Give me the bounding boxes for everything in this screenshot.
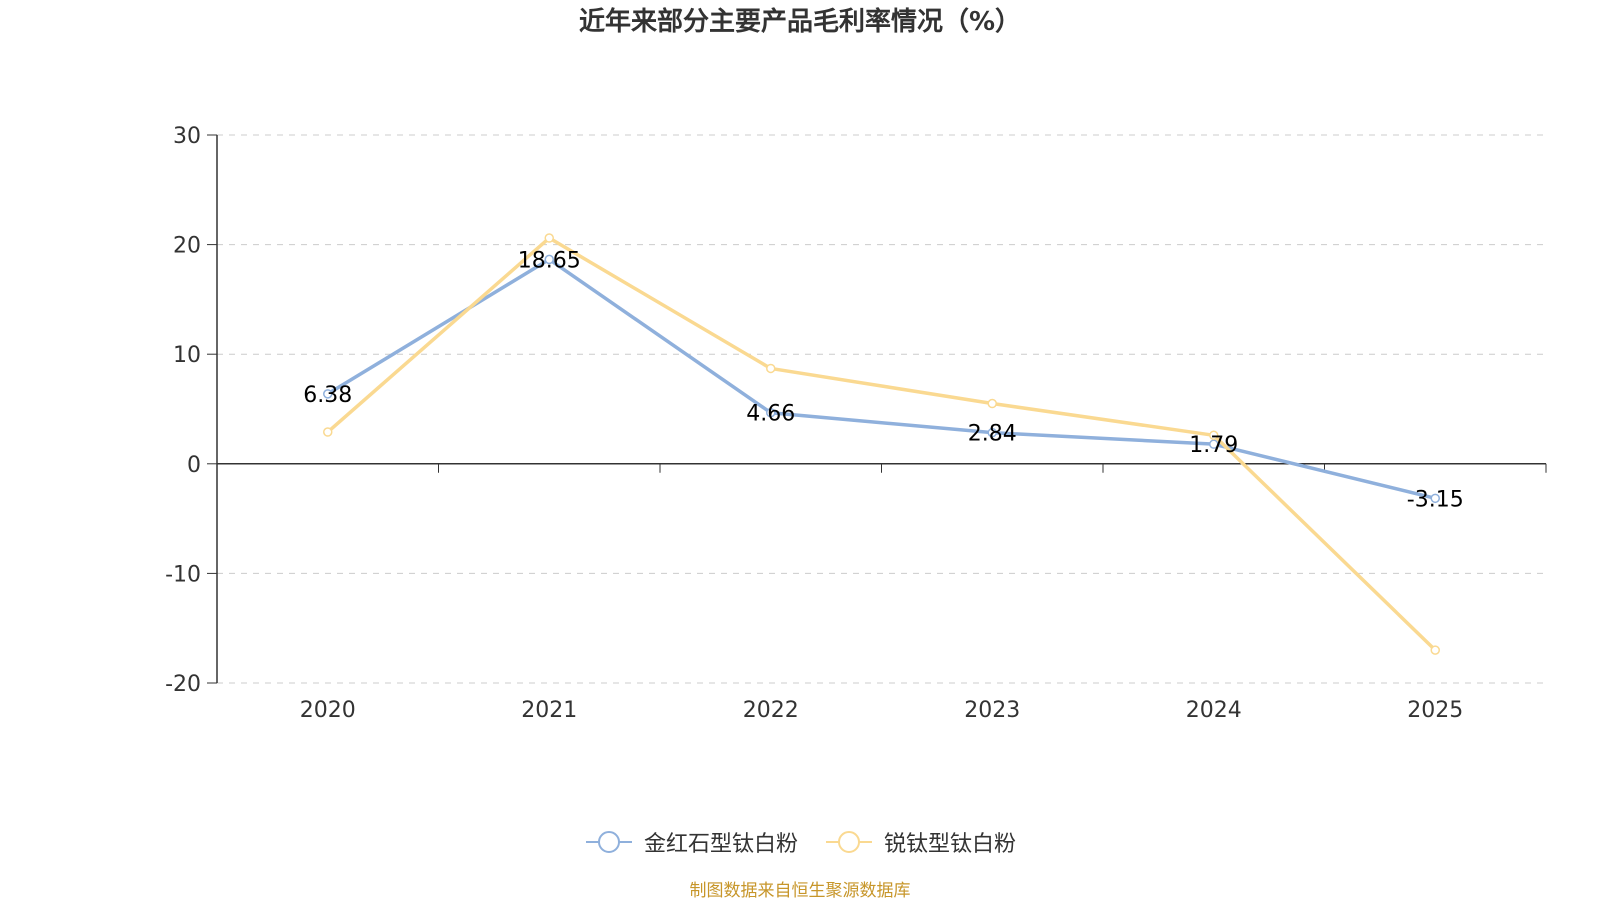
data-label-series-1-2024: 1.79 <box>1189 433 1238 458</box>
series-2-point-2024 <box>1209 430 1219 441</box>
y-tick-label-3: 0 <box>187 453 201 478</box>
grid-lines <box>217 134 1546 684</box>
series-1-point-2022 <box>766 407 776 418</box>
series-2-point-2023 <box>987 398 997 409</box>
series-2-point-2025 <box>1430 645 1440 655</box>
series-1-point-2021 <box>544 254 554 265</box>
legend-label-series-2: 锐钛型钛白粉 <box>884 832 1017 857</box>
chart-title: 近年来部分主要产品毛利率情况（%） <box>578 7 1022 37</box>
series-1-point-2020 <box>323 389 333 399</box>
y-tick-label-0: 30 <box>173 124 201 149</box>
series-2-point-2022 <box>766 363 776 374</box>
legend-circle-series-1 <box>597 831 620 853</box>
series-lines <box>323 233 1440 655</box>
series-1-point-2025 <box>1430 493 1440 504</box>
legend-item-series-2[interactable]: 锐钛型钛白粉 <box>824 826 1016 858</box>
series-2-point-2020 <box>323 427 333 437</box>
series-1-point-2023 <box>987 427 997 438</box>
data-label-series-1-2021: 18.65 <box>518 248 581 273</box>
legend: 金红石型钛白粉 锐钛型钛白粉 <box>0 822 1600 862</box>
source-note: 制图数据来自恒生聚源数据库 <box>689 881 911 901</box>
x-tick-label-2024: 2024 <box>1186 698 1242 723</box>
data-label-series-1-2022: 4.66 <box>746 402 795 427</box>
legend-label-series-1: 金红石型钛白粉 <box>643 832 798 857</box>
data-label-series-1-2025: -3.15 <box>1407 487 1464 512</box>
x-tick-label-2022: 2022 <box>743 698 799 723</box>
data-label-series-1-2020: 6.38 <box>303 383 352 408</box>
x-tick-label-2025: 2025 <box>1407 698 1463 723</box>
series-line-2 <box>326 236 1437 652</box>
series-1-point-2024 <box>1209 439 1219 449</box>
x-tick-label-2020: 2020 <box>300 698 356 723</box>
series-2-point-2021 <box>544 233 554 243</box>
data-labels: 6.38 18.65 4.66 2.84 1.79 -3.15 <box>303 248 1463 512</box>
x-tick-label-2021: 2021 <box>521 698 577 723</box>
y-tick-label-1: 20 <box>173 234 201 259</box>
legend-marker-series-2 <box>826 831 872 853</box>
axes: 30 20 10 0 -10 -20 2020 2021 2022 2023 2024 2025 <box>165 124 1547 723</box>
legend-marker-series-1 <box>585 831 632 853</box>
legend-item-series-1[interactable]: 金红石型钛白粉 <box>584 826 798 858</box>
y-tick-label-5: -20 <box>165 672 201 697</box>
y-tick-label-4: -10 <box>165 562 201 587</box>
series-line-1 <box>326 257 1436 501</box>
legend-circle-series-2 <box>838 831 860 853</box>
data-label-series-1-2023: 2.84 <box>968 422 1017 447</box>
x-tick-label-2023: 2023 <box>964 698 1020 723</box>
y-tick-label-2: 10 <box>173 343 201 368</box>
